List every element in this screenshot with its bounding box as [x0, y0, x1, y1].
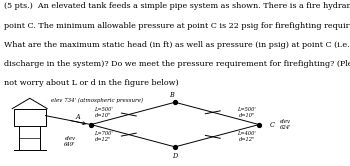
- Text: elev
624': elev 624': [279, 119, 291, 130]
- Text: B: B: [169, 91, 174, 99]
- Text: L=500'
d=10": L=500' d=10": [237, 107, 256, 118]
- Text: L=400'
d=12": L=400' d=12": [237, 131, 256, 142]
- Text: A: A: [76, 113, 80, 121]
- Text: L=500'
d=10": L=500' d=10": [94, 107, 113, 118]
- Text: What are the maximum static head (in ft) as well as pressure (in psig) at point : What are the maximum static head (in ft)…: [4, 41, 350, 49]
- Text: not worry about L or d in the figure below): not worry about L or d in the figure bel…: [4, 79, 179, 87]
- Text: point C. The minimum allowable pressure at point C is 22 psig for firefighting r: point C. The minimum allowable pressure …: [4, 22, 350, 30]
- Bar: [14, 109, 46, 126]
- Text: C: C: [270, 121, 274, 128]
- Text: discharge in the system)? Do we meet the pressure requirement for firefighting? : discharge in the system)? Do we meet the…: [4, 60, 350, 68]
- Text: (5 pts.)  An elevated tank feeds a simple pipe system as shown. There is a fire : (5 pts.) An elevated tank feeds a simple…: [4, 2, 350, 10]
- Text: L=700'
d=12": L=700' d=12": [94, 131, 113, 142]
- Text: D: D: [172, 152, 177, 160]
- Text: elev
649': elev 649': [64, 136, 76, 147]
- Text: elev 734' (atmospheric pressure): elev 734' (atmospheric pressure): [51, 98, 143, 103]
